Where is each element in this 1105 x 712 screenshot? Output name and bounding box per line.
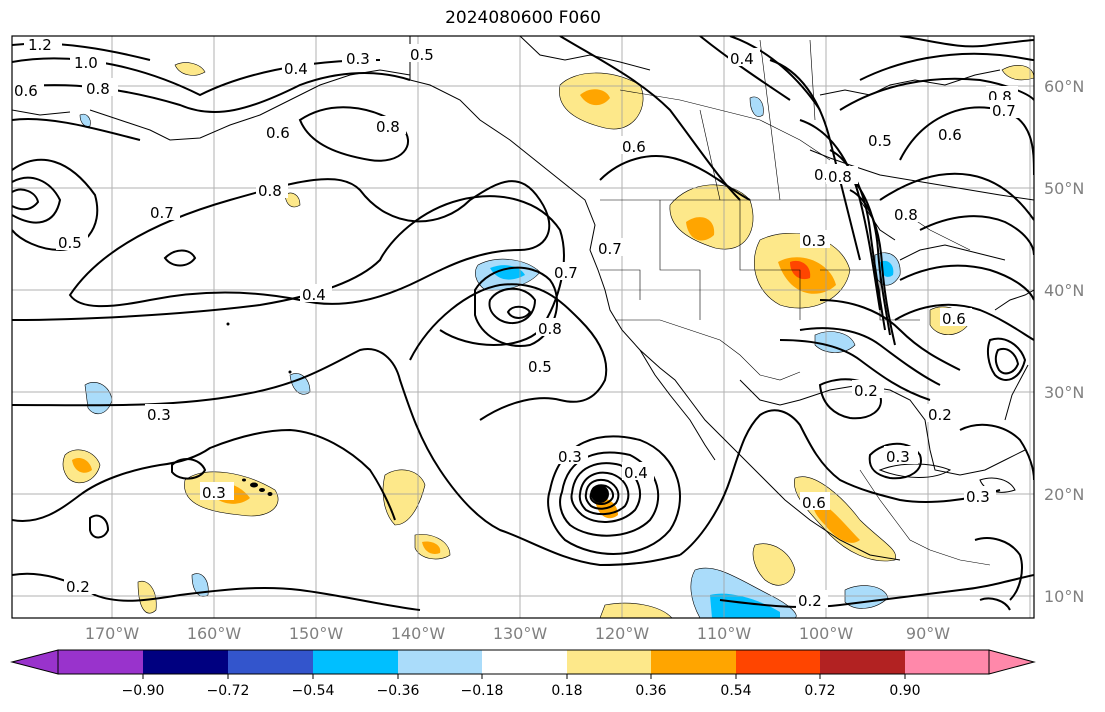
contour-label-group: 1.2 1.0 0.8 0.6 0.4 0.3 0.5 0.7 0.8 0.6 … bbox=[12, 36, 1022, 610]
colorbar-tick-label: 0.90 bbox=[889, 683, 921, 699]
cyclone-center-marker bbox=[591, 485, 609, 503]
lon-label: 140°W bbox=[390, 624, 446, 643]
contour-label: 0.2 bbox=[854, 382, 878, 400]
colorbar-tick-label: 0.54 bbox=[720, 683, 752, 699]
contour-label: 0.5 bbox=[410, 46, 434, 64]
contour-label: 0.6 bbox=[942, 310, 966, 328]
colorbar-high-extension bbox=[988, 649, 1036, 675]
contour-label: 0.3 bbox=[346, 50, 370, 68]
colorbar-segment bbox=[482, 650, 567, 674]
contour-label: 0.2 bbox=[928, 406, 952, 424]
contour-label: 0.8 bbox=[828, 168, 852, 186]
contour-label: 0.7 bbox=[598, 240, 622, 258]
colorbar-tick-label: −0.54 bbox=[291, 683, 335, 699]
contour-label: 0.5 bbox=[58, 234, 82, 252]
colorbar-segment bbox=[567, 650, 651, 674]
colorbar-tick-label: 0.18 bbox=[551, 683, 583, 699]
contour-label: 0.4 bbox=[302, 286, 326, 304]
colorbar-segment bbox=[651, 650, 736, 674]
colorbar bbox=[10, 649, 1036, 679]
contour-label: 1.2 bbox=[28, 36, 52, 54]
contour-label: 0.8 bbox=[538, 320, 562, 338]
lat-label: 60°N bbox=[1044, 77, 1085, 96]
colorbar-segment bbox=[398, 650, 482, 674]
lon-label: 120°W bbox=[594, 624, 650, 643]
lon-label: 160°W bbox=[186, 624, 242, 643]
colorbar-tick-label: 0.72 bbox=[804, 683, 836, 699]
contour-label: 0.6 bbox=[802, 494, 826, 512]
lon-label: 150°W bbox=[288, 624, 344, 643]
lon-label: 130°W bbox=[492, 624, 548, 643]
contour-label: 0.6 bbox=[266, 124, 290, 142]
colorbar-segment bbox=[905, 650, 989, 674]
colorbar-tick-label: −0.72 bbox=[206, 683, 250, 699]
contour-label: 0.3 bbox=[886, 448, 910, 466]
contour-label: 0.8 bbox=[894, 206, 918, 224]
lat-label: 20°N bbox=[1044, 485, 1085, 504]
contour-label: 0.4 bbox=[730, 50, 754, 68]
contour-label: 0.8 bbox=[376, 118, 400, 136]
figure-title: 2024080600 F060 bbox=[445, 8, 601, 28]
lon-label: 90°W bbox=[905, 624, 951, 643]
lat-label: 50°N bbox=[1044, 179, 1085, 198]
lat-label: 40°N bbox=[1044, 281, 1085, 300]
colorbar-low-extension bbox=[10, 649, 59, 675]
colorbar-segment bbox=[143, 650, 228, 674]
contour-label: 1.0 bbox=[74, 54, 98, 72]
lat-label: 10°N bbox=[1044, 587, 1085, 606]
contour-label: 0.3 bbox=[802, 232, 826, 250]
contour-label: 0.2 bbox=[798, 592, 822, 610]
contour-label: 0.6 bbox=[622, 138, 646, 156]
contour-label: 0.5 bbox=[868, 132, 892, 150]
contour-label: 0.7 bbox=[150, 204, 174, 222]
contour-label: 0.4 bbox=[624, 464, 648, 482]
contour-label: 0.3 bbox=[966, 488, 990, 506]
lon-label: 170°W bbox=[84, 624, 140, 643]
lon-label: 100°W bbox=[798, 624, 854, 643]
colorbar-segment bbox=[313, 650, 398, 674]
contour-label: 0.3 bbox=[558, 448, 582, 466]
colorbar-tick-label: −0.90 bbox=[121, 683, 165, 699]
contour-label: 0.7 bbox=[554, 264, 578, 282]
contour-label: 0.8 bbox=[86, 80, 110, 98]
colorbar-segment bbox=[58, 650, 143, 674]
contour-label: 0.3 bbox=[202, 484, 226, 502]
contour-label: 0.4 bbox=[284, 60, 308, 78]
contour-label: 0.7 bbox=[992, 102, 1016, 120]
islands bbox=[226, 322, 292, 496]
colorbar-segment bbox=[228, 650, 313, 674]
lat-label: 30°N bbox=[1044, 383, 1085, 402]
contour-label: 0.6 bbox=[14, 82, 38, 100]
contour-label: 0.6 bbox=[938, 126, 962, 144]
contour-label: 0.2 bbox=[66, 578, 90, 596]
colorbar-tick-label: −0.36 bbox=[376, 683, 420, 699]
colorbar-segment bbox=[736, 650, 820, 674]
political-borders bbox=[600, 39, 991, 566]
colorbar-tick-label: −0.18 bbox=[460, 683, 504, 699]
contour-label: 0.5 bbox=[528, 358, 552, 376]
contour-label: 0.8 bbox=[258, 182, 282, 200]
contour-label: 0.3 bbox=[147, 406, 171, 424]
colorbar-segment bbox=[820, 650, 905, 674]
lon-label: 110°W bbox=[696, 624, 752, 643]
colorbar-tick-label: 0.36 bbox=[635, 683, 667, 699]
